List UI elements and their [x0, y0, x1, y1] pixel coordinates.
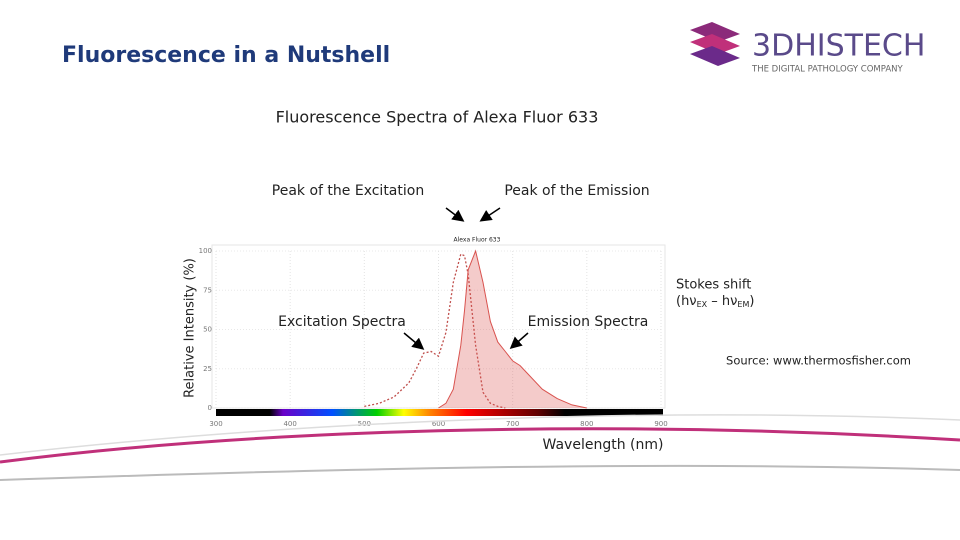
x-axis-label: Wavelength (nm)	[543, 437, 664, 453]
y-tick-label: 25	[203, 365, 212, 373]
y-tick-label: 50	[203, 326, 212, 334]
logo-name: 3DHISTECH	[752, 29, 925, 64]
stokes-label: Stokes shift	[676, 278, 751, 293]
series-line	[438, 249, 587, 409]
series-area	[438, 251, 587, 408]
spectrum-bar	[216, 409, 663, 416]
formula-sub: EX	[697, 300, 708, 309]
logo-icon	[690, 22, 740, 66]
decor-swoosh	[0, 464, 960, 481]
decor-swoosh	[0, 414, 960, 456]
x-tick-label: 800	[580, 420, 593, 428]
annotation: Excitation Spectra	[278, 314, 406, 330]
formula-part: (hν	[676, 294, 697, 309]
series-line	[364, 253, 506, 409]
y-tick-label: 100	[199, 247, 212, 255]
x-tick-label: 400	[283, 420, 296, 428]
annotation: Emission Spectra	[528, 314, 649, 330]
annotation: Peak of the Emission	[504, 183, 649, 199]
slide-title: Fluorescence in a Nutshell	[62, 43, 390, 68]
x-tick-label: 700	[506, 420, 519, 428]
stokes-formula: (hνEX – hνEM)	[676, 294, 754, 309]
decor-swoosh	[0, 427, 960, 464]
formula-sub: EM	[737, 300, 749, 309]
arrow	[479, 207, 501, 222]
source: Source: www.thermosfisher.com	[726, 354, 911, 368]
annotation: Peak of the Excitation	[272, 183, 424, 199]
formula-part: )	[749, 294, 754, 309]
arrow	[445, 207, 465, 222]
arrow	[509, 332, 529, 349]
x-tick-label: 900	[654, 420, 667, 428]
y-tick-label: 0	[208, 404, 212, 412]
inner-label: Alexa Fluor 633	[454, 237, 501, 244]
x-tick-label: 300	[209, 420, 222, 428]
x-tick-label: 600	[432, 420, 445, 428]
chart-title: Fluorescence Spectra of Alexa Fluor 633	[276, 108, 599, 127]
arrow	[403, 332, 425, 350]
y-tick-label: 75	[203, 286, 212, 294]
formula-part: – hν	[707, 294, 737, 309]
logo-tagline: THE DIGITAL PATHOLOGY COMPANY	[751, 65, 903, 75]
y-axis-label: Relative Intensity (%)	[183, 258, 198, 398]
